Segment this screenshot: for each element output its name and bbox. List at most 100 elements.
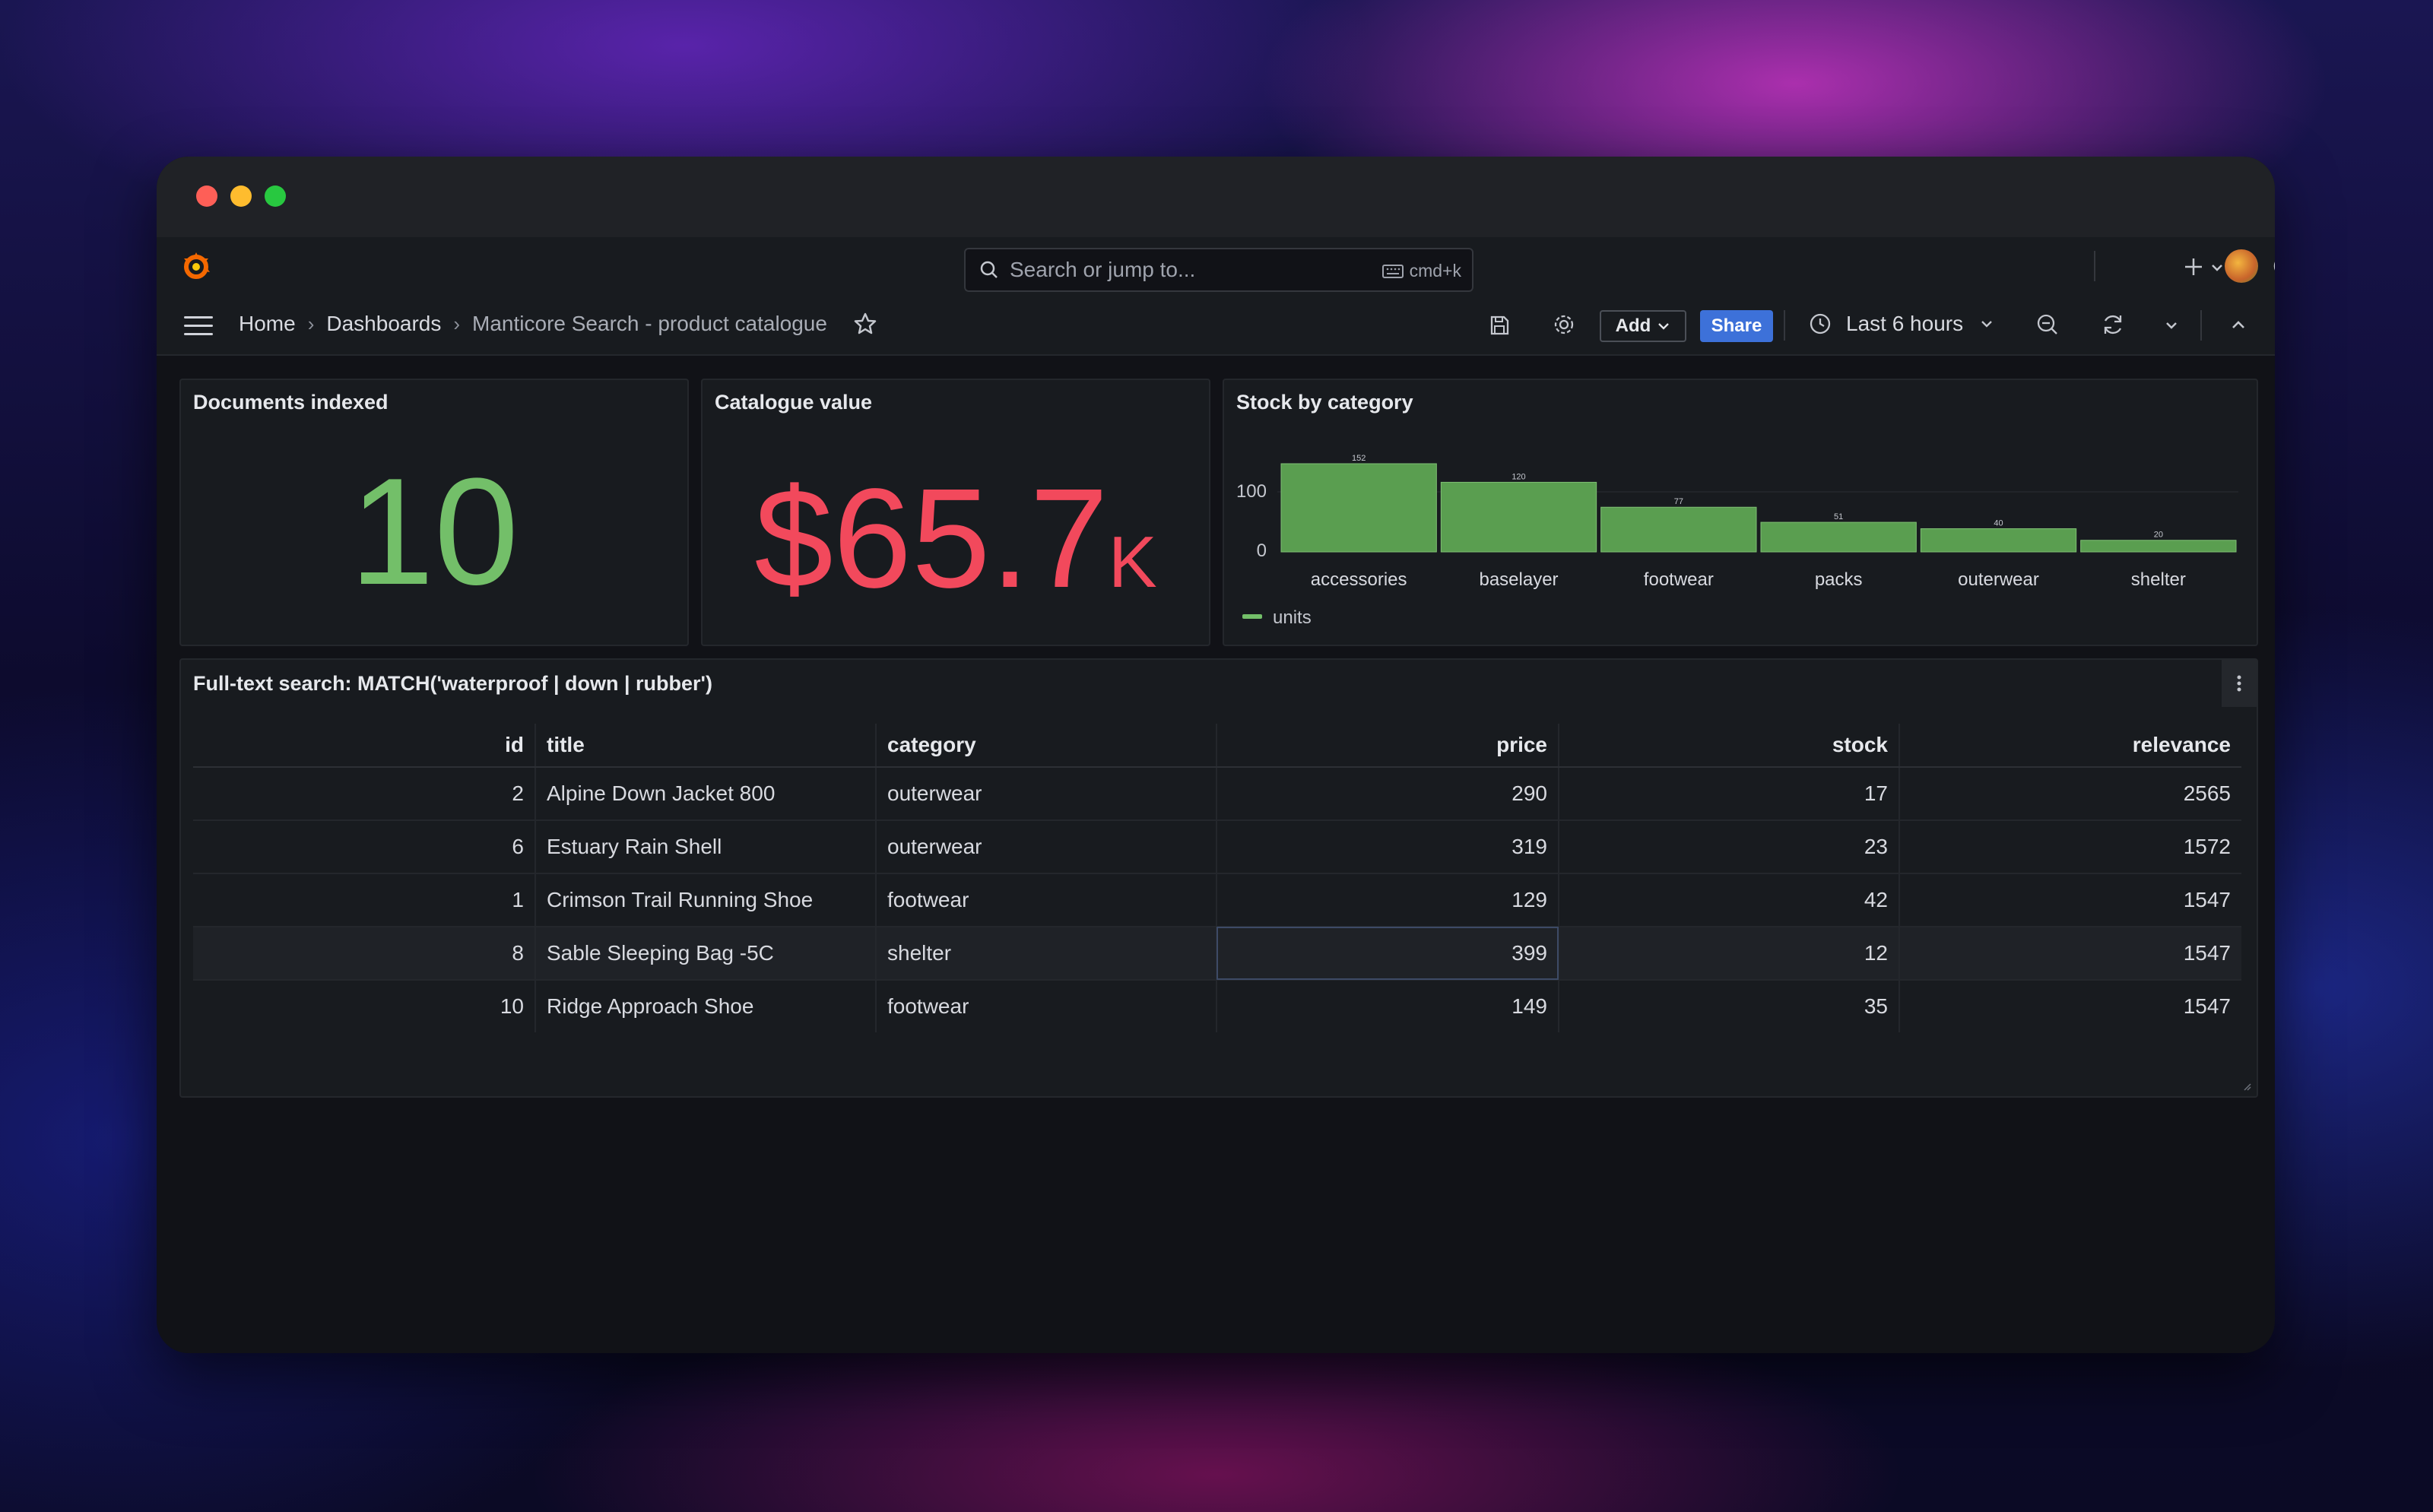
settings-gear-icon[interactable] <box>1551 312 1577 338</box>
stat-unit: K <box>1108 521 1157 603</box>
bar-shelter[interactable] <box>2080 540 2237 553</box>
table-row[interactable]: 1 Crimson Trail Running Shoe footwear 12… <box>193 873 2241 927</box>
page-title: Manticore Search - product catalogue <box>472 312 827 335</box>
panel-documents-indexed: Documents indexed 10 <box>179 379 689 646</box>
add-label: Add <box>1615 315 1651 336</box>
plus-icon[interactable] <box>2182 255 2205 278</box>
bar-value-label: 51 <box>1834 512 1843 521</box>
bar-packs[interactable] <box>1760 521 1917 553</box>
refresh-icon[interactable] <box>2100 312 2126 338</box>
table-header-row: id title category price stock relevance <box>193 724 2241 768</box>
share-button[interactable]: Share <box>1700 310 1773 342</box>
star-icon[interactable] <box>853 312 877 336</box>
cell-category: outerwear <box>875 767 1216 821</box>
legend-label[interactable]: units <box>1273 607 1312 628</box>
legend-swatch <box>1242 614 1262 619</box>
chevron-down-icon[interactable] <box>2209 260 2225 275</box>
chevron-down-icon <box>1658 323 1670 330</box>
cell-id: 8 <box>193 927 535 981</box>
chevron-up-icon[interactable] <box>2229 316 2247 334</box>
bar-value-label: 40 <box>1994 518 2003 528</box>
bar-group: 152 accessories 120 baselayer 77 footwear 51 pa… <box>1280 454 2237 590</box>
column-header-category[interactable]: category <box>875 724 1216 768</box>
cell-id: 6 <box>193 820 535 874</box>
column-header-stock[interactable]: stock <box>1558 724 1899 768</box>
bar-outerwear[interactable] <box>1920 528 2077 553</box>
clock-icon <box>1810 313 1831 334</box>
search-input[interactable]: Search or jump to... cmd+k <box>964 248 1473 292</box>
cell-id: 10 <box>500 994 524 1018</box>
panel-title: Full-text search: MATCH('waterproof | do… <box>193 672 712 695</box>
close-window-button[interactable] <box>196 185 217 207</box>
panel-title: Documents indexed <box>193 391 389 414</box>
maximize-window-button[interactable] <box>265 185 286 207</box>
y-tick-label: 0 <box>1257 540 1267 561</box>
cell-id: 2 <box>193 767 535 821</box>
cell-price-selected[interactable]: 399 <box>1216 927 1559 981</box>
table-row[interactable]: 6 Estuary Rain Shell outerwear 319 23 15… <box>193 820 2241 874</box>
cell-title: Alpine Down Jacket 800 <box>534 767 876 821</box>
column-header-price[interactable]: price <box>1216 724 1559 768</box>
stat-value: $65.7K <box>703 468 1209 633</box>
results-table: id title category price stock relevance … <box>193 724 2241 1032</box>
help-icon[interactable] <box>2272 254 2275 278</box>
stat-value: 10 <box>349 447 519 617</box>
cell-title: Crimson Trail Running Shoe <box>534 873 876 927</box>
panel-full-text-search: Full-text search: MATCH('waterproof | do… <box>179 658 2258 1098</box>
time-range-picker[interactable]: Last 6 hours <box>1808 312 1994 336</box>
bar-value-label: 152 <box>1352 454 1366 463</box>
breadcrumb-separator-icon: › <box>307 312 315 335</box>
search-placeholder: Search or jump to... <box>1010 258 1196 281</box>
column-header-id[interactable]: id <box>193 724 535 768</box>
cell-price: 319 <box>1216 820 1559 874</box>
cell-title: Estuary Rain Shell <box>534 820 876 874</box>
search-shortcut: cmd+k <box>1381 261 1461 281</box>
column-header-title[interactable]: title <box>534 724 876 768</box>
cell-stock: 23 <box>1558 820 1899 874</box>
cell-relevance: 1547 <box>1899 927 2241 981</box>
avatar[interactable] <box>2225 249 2258 283</box>
share-label: Share <box>1711 315 1762 336</box>
shortcut-label: cmd+k <box>1409 261 1461 281</box>
cell-category: shelter <box>875 927 1216 981</box>
table-row[interactable]: 10 Ridge Approach Shoe footwear 149 35 1… <box>193 980 2241 1032</box>
resize-handle-icon[interactable] <box>2243 1082 2252 1092</box>
x-tick-label: shelter <box>2131 569 2186 590</box>
x-tick-label: footwear <box>1644 569 1714 590</box>
cell-category: footwear <box>875 873 1216 927</box>
zoom-out-icon[interactable] <box>2035 312 2060 338</box>
top-bar: Search or jump to... cmd+k <box>157 237 2275 296</box>
cell-category: outerwear <box>875 820 1216 874</box>
chevron-down-icon[interactable] <box>2164 318 2179 333</box>
cell-relevance: 2565 <box>1899 767 2241 821</box>
panel-stock-by-category: Stock by category 100 0 152 accessories 12… <box>1223 379 2258 646</box>
grafana-logo-icon[interactable] <box>179 249 213 283</box>
stat-number: $65.7 <box>754 460 1109 617</box>
cell-category: footwear <box>875 980 1216 1032</box>
stock-bar-chart: 100 0 152 accessories 120 baselayer 77 footwe… <box>1236 454 2238 628</box>
bar-accessories[interactable] <box>1280 463 1437 553</box>
breadcrumb-home[interactable]: Home <box>239 312 296 335</box>
save-icon[interactable] <box>1487 313 1512 338</box>
title-bar <box>157 157 2275 237</box>
cell-relevance: 1572 <box>1899 820 2241 874</box>
panel-menu-button[interactable] <box>2222 660 2257 707</box>
bar-value-label: 120 <box>1512 472 1525 481</box>
x-tick-label: baselayer <box>1479 569 1558 590</box>
menu-icon[interactable] <box>184 316 213 336</box>
dashboard-nav-bar: Home › Dashboards › Manticore Search - p… <box>157 295 2275 356</box>
add-button[interactable]: Add <box>1600 310 1686 342</box>
table-row[interactable]: 2 Alpine Down Jacket 800 outerwear 290 1… <box>193 767 2241 821</box>
cell-price: 129 <box>1216 873 1559 927</box>
minimize-window-button[interactable] <box>230 185 252 207</box>
breadcrumb-dashboards[interactable]: Dashboards <box>326 312 442 335</box>
chevron-down-icon <box>1981 321 1992 328</box>
bar-baselayer[interactable] <box>1440 481 1597 553</box>
app-window: Search or jump to... cmd+k <box>157 157 2275 1353</box>
column-header-relevance[interactable]: relevance <box>1899 724 2241 768</box>
table-row-hovered[interactable]: 8 Sable Sleeping Bag -5C shelter 399 12 … <box>193 927 2241 981</box>
keyboard-icon <box>1381 264 1404 278</box>
bar-footwear[interactable] <box>1600 506 1757 553</box>
divider <box>2094 251 2095 281</box>
divider <box>1784 310 1785 341</box>
